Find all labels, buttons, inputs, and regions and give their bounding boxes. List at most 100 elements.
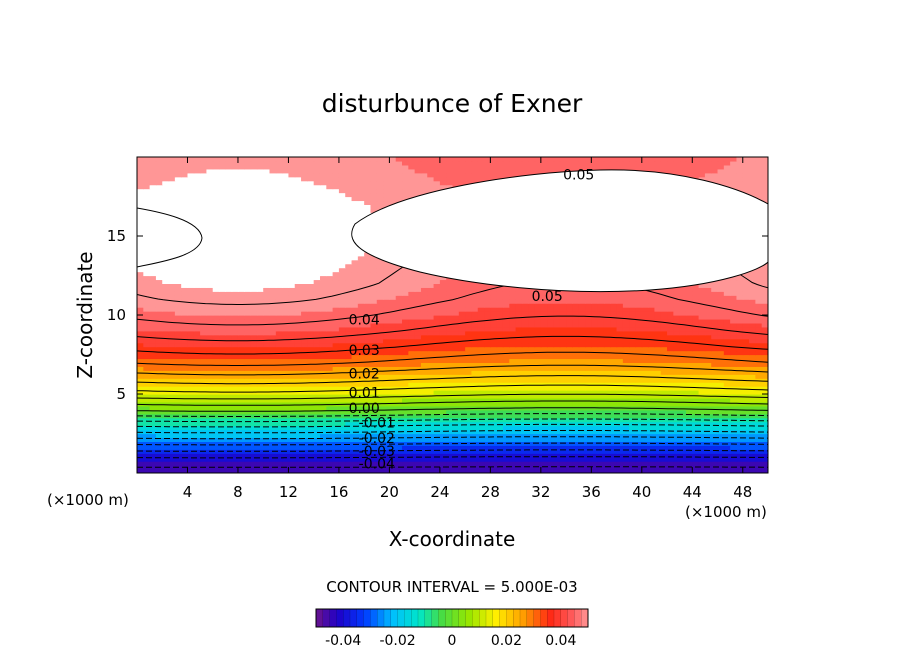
field-cell	[635, 291, 643, 296]
field-cell	[332, 322, 340, 328]
field-cell	[603, 437, 611, 442]
field-cell	[622, 433, 630, 439]
field-cell	[534, 449, 542, 454]
field-cell	[509, 397, 517, 403]
field-cell	[515, 429, 523, 435]
field-cell	[256, 469, 264, 473]
field-cell	[692, 346, 700, 352]
field-cell	[206, 330, 214, 336]
field-cell	[269, 441, 277, 446]
field-cell	[685, 390, 693, 395]
field-cell	[155, 382, 163, 387]
field-cell	[402, 338, 409, 344]
field-cell	[181, 469, 189, 473]
field-cell	[660, 378, 668, 383]
field-cell	[212, 409, 220, 415]
field-cell	[723, 326, 731, 332]
field-cell	[345, 299, 353, 304]
field-cell	[263, 350, 271, 356]
field-cell	[534, 374, 542, 379]
field-cell	[458, 334, 466, 340]
field-cell	[174, 330, 182, 336]
field-cell	[193, 409, 201, 415]
field-cell	[679, 378, 687, 383]
field-cell	[225, 279, 233, 284]
field-cell	[414, 287, 422, 292]
field-cell	[313, 322, 321, 328]
field-cell	[622, 437, 630, 442]
field-cell	[660, 295, 668, 300]
field-cell	[370, 307, 378, 312]
field-cell	[534, 382, 542, 387]
field-cell	[559, 295, 567, 300]
field-cell	[717, 362, 725, 367]
field-cell	[660, 366, 668, 371]
field-cell	[742, 275, 750, 281]
field-cell	[610, 461, 618, 466]
field-cell	[313, 315, 321, 320]
field-cell	[648, 342, 656, 348]
field-cell	[250, 382, 258, 387]
field-cell	[452, 429, 460, 435]
field-cell	[244, 295, 252, 300]
field-cell	[319, 382, 327, 387]
field-cell	[465, 397, 473, 403]
field-cell	[427, 413, 435, 419]
field-cell	[572, 437, 580, 442]
field-cell	[439, 445, 447, 450]
field-cell	[597, 397, 605, 403]
field-cell	[755, 350, 763, 356]
field-cell	[351, 295, 359, 300]
field-cell	[395, 469, 403, 473]
field-cell	[673, 465, 681, 470]
field-cell	[723, 362, 731, 367]
field-cell	[301, 405, 308, 411]
field-cell	[275, 405, 283, 411]
field-cell	[244, 378, 252, 383]
field-cell	[635, 322, 643, 328]
field-cell	[231, 362, 239, 367]
field-cell	[711, 366, 719, 371]
field-cell	[723, 425, 731, 431]
field-cell	[408, 409, 416, 415]
field-cell	[383, 413, 390, 419]
field-cell	[490, 350, 498, 356]
field-cell	[717, 346, 725, 352]
field-cell	[174, 338, 182, 344]
field-cell	[155, 386, 163, 391]
field-cell	[742, 299, 750, 304]
field-cell	[490, 445, 498, 450]
field-cell	[446, 299, 454, 304]
field-cell	[540, 326, 548, 332]
field-cell	[307, 401, 315, 407]
field-cell	[471, 326, 479, 332]
field-cell	[282, 469, 290, 473]
field-cell	[736, 299, 744, 304]
field-cell	[332, 374, 340, 379]
field-cell	[578, 299, 586, 304]
field-cell	[181, 299, 189, 304]
field-cell	[610, 413, 618, 419]
field-cell	[288, 417, 296, 423]
field-cell	[402, 275, 409, 281]
field-cell	[427, 370, 435, 375]
field-cell	[679, 417, 687, 423]
field-cell	[641, 346, 649, 352]
field-cell	[301, 311, 308, 316]
field-cell	[534, 358, 542, 363]
field-cell	[250, 295, 258, 300]
field-cell	[635, 350, 643, 356]
field-cell	[155, 461, 163, 466]
field-cell	[692, 413, 700, 419]
field-cell	[408, 461, 416, 466]
field-cell	[471, 437, 479, 442]
field-cell	[547, 366, 555, 371]
field-cell	[515, 303, 523, 308]
field-cell	[692, 421, 700, 427]
field-cell	[477, 338, 485, 344]
field-cell	[723, 346, 731, 352]
field-cell	[244, 421, 252, 427]
field-cell	[572, 382, 580, 387]
field-cell	[181, 461, 189, 466]
field-cell	[610, 421, 618, 427]
